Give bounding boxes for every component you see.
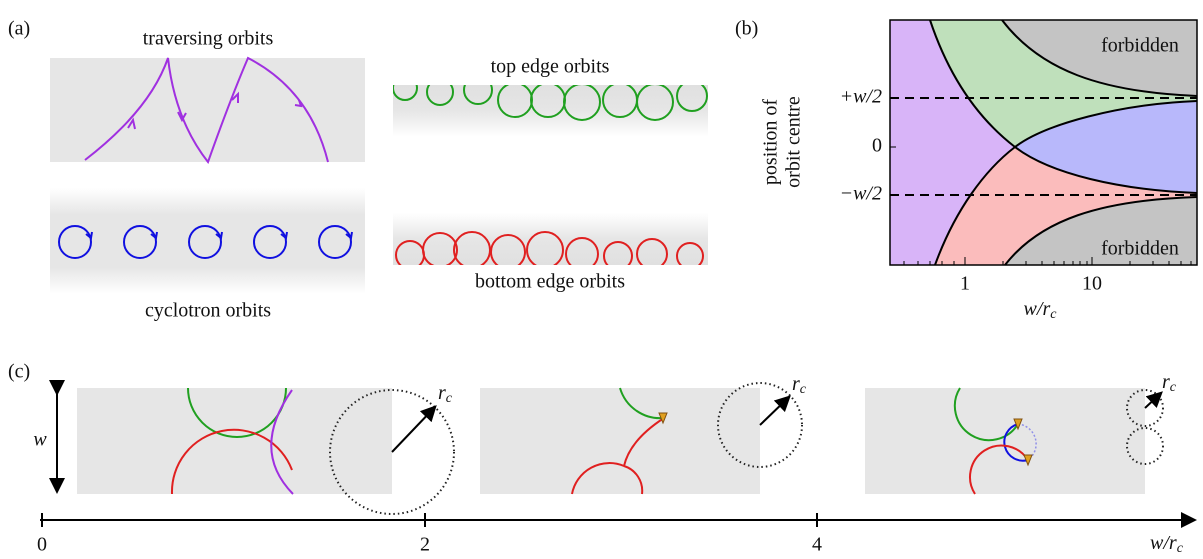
- panel-label: (b): [735, 18, 758, 40]
- region-label: forbidden: [1101, 35, 1179, 57]
- axis-tick-label: 0: [37, 534, 47, 556]
- x-tick-label: 1: [960, 273, 970, 295]
- caption: bottom edge orbits: [475, 271, 625, 293]
- axis-label: w/rc: [1150, 532, 1184, 557]
- y-axis-label: position of: [760, 99, 782, 185]
- x-axis-label: w/rc: [1024, 298, 1058, 323]
- radius-arrow: [1145, 394, 1160, 408]
- strip: [393, 85, 708, 137]
- panel-label: (a): [8, 18, 30, 40]
- y-tick-label: +w/2: [840, 86, 882, 108]
- panel-label: (c): [8, 361, 30, 383]
- x-tick-label: 10: [1082, 273, 1102, 295]
- y-tick-label: −w/2: [840, 183, 882, 205]
- strip: [50, 58, 365, 162]
- y-tick-label: 0: [872, 135, 882, 157]
- radius-label: rc: [792, 373, 807, 398]
- strip: [77, 388, 392, 494]
- y-axis-label: orbit centre: [783, 96, 805, 188]
- radius-label: rc: [438, 382, 453, 407]
- radius-label: rc: [1162, 371, 1177, 396]
- caption: top edge orbits: [491, 56, 610, 78]
- caption: cyclotron orbits: [145, 300, 271, 322]
- caption: traversing orbits: [143, 28, 274, 50]
- region-label: forbidden: [1101, 238, 1179, 260]
- radius-arrow: [760, 398, 788, 425]
- radius-arrow: [392, 408, 434, 452]
- axis-tick-label: 2: [420, 534, 430, 556]
- strip: [393, 213, 708, 265]
- strip: [50, 188, 365, 294]
- strip: [480, 388, 760, 494]
- width-label: w: [33, 429, 47, 451]
- figure: (a) traversing orbits cyclotron orbits t…: [0, 0, 1203, 559]
- axis-tick-label: 4: [812, 534, 822, 556]
